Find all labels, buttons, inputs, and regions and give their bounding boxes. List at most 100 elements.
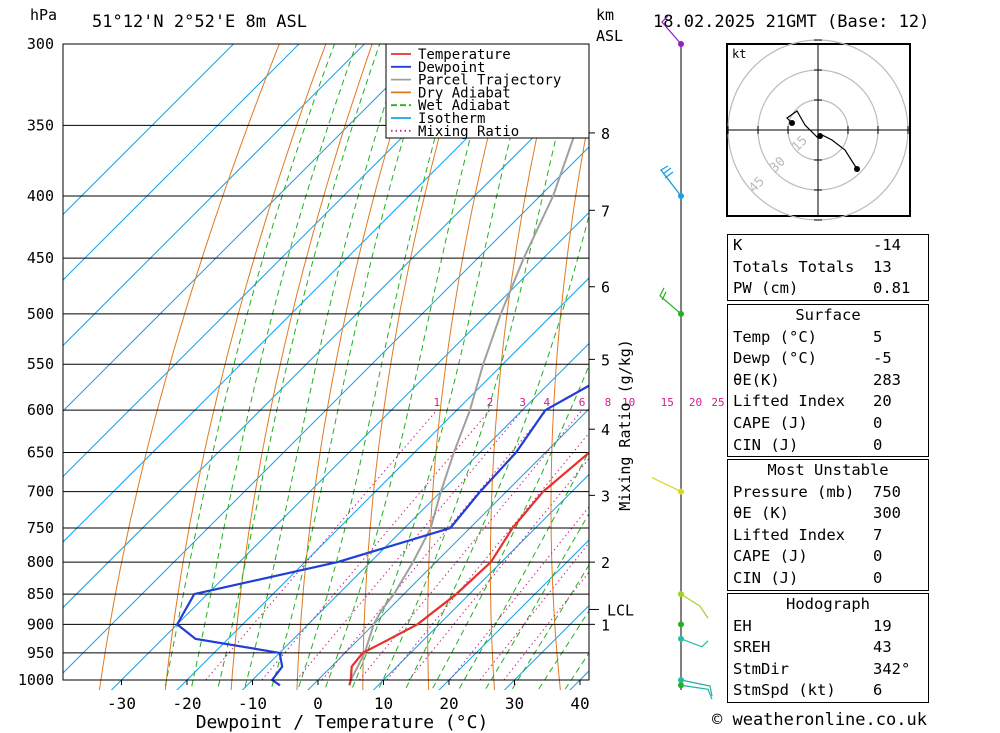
dry-adiabat-line bbox=[550, 116, 589, 690]
index-value: 13 bbox=[873, 257, 892, 276]
dry-adiabat-line bbox=[976, 8, 1000, 706]
temperature-tick-label: 40 bbox=[570, 694, 589, 713]
mixing-ratio-label: 3 bbox=[519, 396, 526, 409]
surface-label: Temp (°C) bbox=[733, 327, 817, 346]
index-label: K bbox=[733, 236, 743, 254]
km-tick-label: 5 bbox=[601, 351, 610, 369]
km-label: km bbox=[596, 6, 615, 24]
surface-row: Lifted Index 20 bbox=[728, 391, 928, 413]
index-row: Totals Totals 13 bbox=[728, 257, 928, 279]
legend-entry: Wet Adiabat bbox=[418, 98, 511, 114]
hodograph-stat-row: StmSpd (kt) 6 bbox=[728, 680, 928, 702]
isotherm-line bbox=[176, 277, 589, 690]
temperature-tick-label: -20 bbox=[173, 694, 202, 713]
isotherm-line bbox=[307, 408, 589, 690]
surface-row: θE(K) 283 bbox=[728, 370, 928, 392]
pressure-tick-label: 400 bbox=[27, 187, 54, 205]
dry-adiabat-line bbox=[427, 44, 513, 690]
surface-value: 5 bbox=[873, 327, 883, 346]
mixing-ratio-line bbox=[261, 409, 491, 681]
index-value: 0.81 bbox=[873, 279, 911, 298]
wind-barb bbox=[680, 593, 709, 619]
hodograph-stat-value: 342° bbox=[873, 659, 911, 678]
plot-frame bbox=[62, 43, 590, 681]
km-tick-label: 8 bbox=[601, 125, 610, 143]
surface-value: 0 bbox=[873, 435, 883, 454]
wet-adiabat-line bbox=[431, 364, 589, 690]
wind-barb bbox=[680, 679, 713, 700]
wet-adiabat-line bbox=[350, 44, 535, 690]
isotherm-line bbox=[63, 44, 431, 412]
most-unstable-value: 7 bbox=[873, 525, 883, 544]
pressure-tick-label: 900 bbox=[27, 615, 54, 633]
hodograph-stat-row: StmDir 342° bbox=[728, 659, 928, 681]
hodograph-stat-value: 43 bbox=[873, 638, 892, 657]
wet-adiabat-line bbox=[217, 44, 381, 690]
dry-adiabat-line bbox=[667, 8, 704, 706]
most-unstable-value: 0 bbox=[873, 547, 883, 566]
surface-title: Surface bbox=[795, 306, 861, 324]
most-unstable-label: θE (K) bbox=[733, 504, 789, 523]
index-row: K -14 bbox=[728, 235, 928, 257]
legend-entry: Isotherm bbox=[418, 111, 485, 127]
pressure-unit-label: hPa bbox=[30, 6, 58, 24]
hodograph-stat-row: EH 19 bbox=[728, 616, 928, 638]
most-unstable-row: CAPE (J) 0 bbox=[728, 546, 928, 568]
pressure-tick-label: 750 bbox=[27, 519, 54, 537]
hodograph-stat-row: SREH 43 bbox=[728, 637, 928, 659]
pressure-tick-label: 700 bbox=[27, 483, 54, 501]
lcl-label: LCL bbox=[607, 601, 634, 619]
surface-row: CAPE (J) 0 bbox=[728, 413, 928, 435]
wind-level-dot bbox=[678, 621, 684, 628]
mixing-ratio-label: 6 bbox=[579, 396, 586, 409]
most-unstable-row: CIN (J) 0 bbox=[728, 568, 928, 590]
pressure-tick-label: 950 bbox=[27, 644, 54, 662]
surface-label: CIN (J) bbox=[733, 435, 799, 454]
pressure-tick-label: 800 bbox=[27, 553, 54, 571]
isotherm-line bbox=[438, 539, 589, 690]
wet-adiabat-line bbox=[537, 609, 589, 690]
hodograph-point bbox=[854, 166, 860, 172]
wet-adiabat-line bbox=[511, 564, 589, 690]
surface-label: θE(K) bbox=[733, 370, 780, 389]
most-unstable-label: Lifted Index bbox=[733, 525, 845, 544]
mixing-ratio-label: 4 bbox=[544, 396, 551, 409]
isotherm-line bbox=[372, 473, 589, 690]
mixing-ratio-label: 1 bbox=[434, 396, 441, 409]
temperature-tick-label: 30 bbox=[505, 694, 524, 713]
isotherm-line bbox=[241, 342, 589, 690]
mixing-ratio-line bbox=[321, 409, 548, 681]
wind-barb bbox=[680, 638, 709, 648]
temperature-tick-label: -10 bbox=[238, 694, 267, 713]
chart-axes: 1 2 3 4 6 8 10 15 20 2530035040045050055060065070… bbox=[18, 35, 725, 733]
legend-box bbox=[385, 43, 590, 139]
wet-adiabat-line bbox=[457, 450, 589, 690]
storm-motion-marker bbox=[817, 133, 823, 139]
dry-adiabat-line bbox=[362, 44, 466, 690]
temperature-line bbox=[348, 451, 589, 686]
legend-entry: Parcel Trajectory bbox=[418, 73, 561, 89]
most-unstable-value: 750 bbox=[873, 482, 901, 501]
wind-barb bbox=[659, 287, 682, 315]
most-unstable-row: Lifted Index 7 bbox=[728, 525, 928, 547]
hodograph-stat-label: StmDir bbox=[733, 659, 789, 678]
temperature-tick-label: 0 bbox=[313, 694, 323, 713]
km-tick-label: 3 bbox=[601, 487, 610, 505]
surface-value: -5 bbox=[873, 349, 892, 368]
km-tick-label: 7 bbox=[601, 202, 610, 220]
most-unstable-label: Pressure (mb) bbox=[733, 482, 855, 501]
mixing-ratio-line bbox=[503, 571, 589, 681]
x-axis-label: Dewpoint / Temperature (°C) bbox=[196, 712, 489, 733]
site-credit[interactable]: © weatheronline.co.uk bbox=[712, 710, 927, 730]
isotherm-line bbox=[63, 44, 235, 216]
wet-adiabat-line bbox=[243, 44, 406, 690]
surface-value: 283 bbox=[873, 370, 901, 389]
isotherm-line bbox=[63, 44, 366, 347]
temperature-tick-label: 20 bbox=[439, 694, 458, 713]
profile-lines bbox=[175, 97, 589, 687]
mixing-ratio-line bbox=[386, 432, 589, 681]
dry-adiabat-line bbox=[230, 44, 373, 690]
